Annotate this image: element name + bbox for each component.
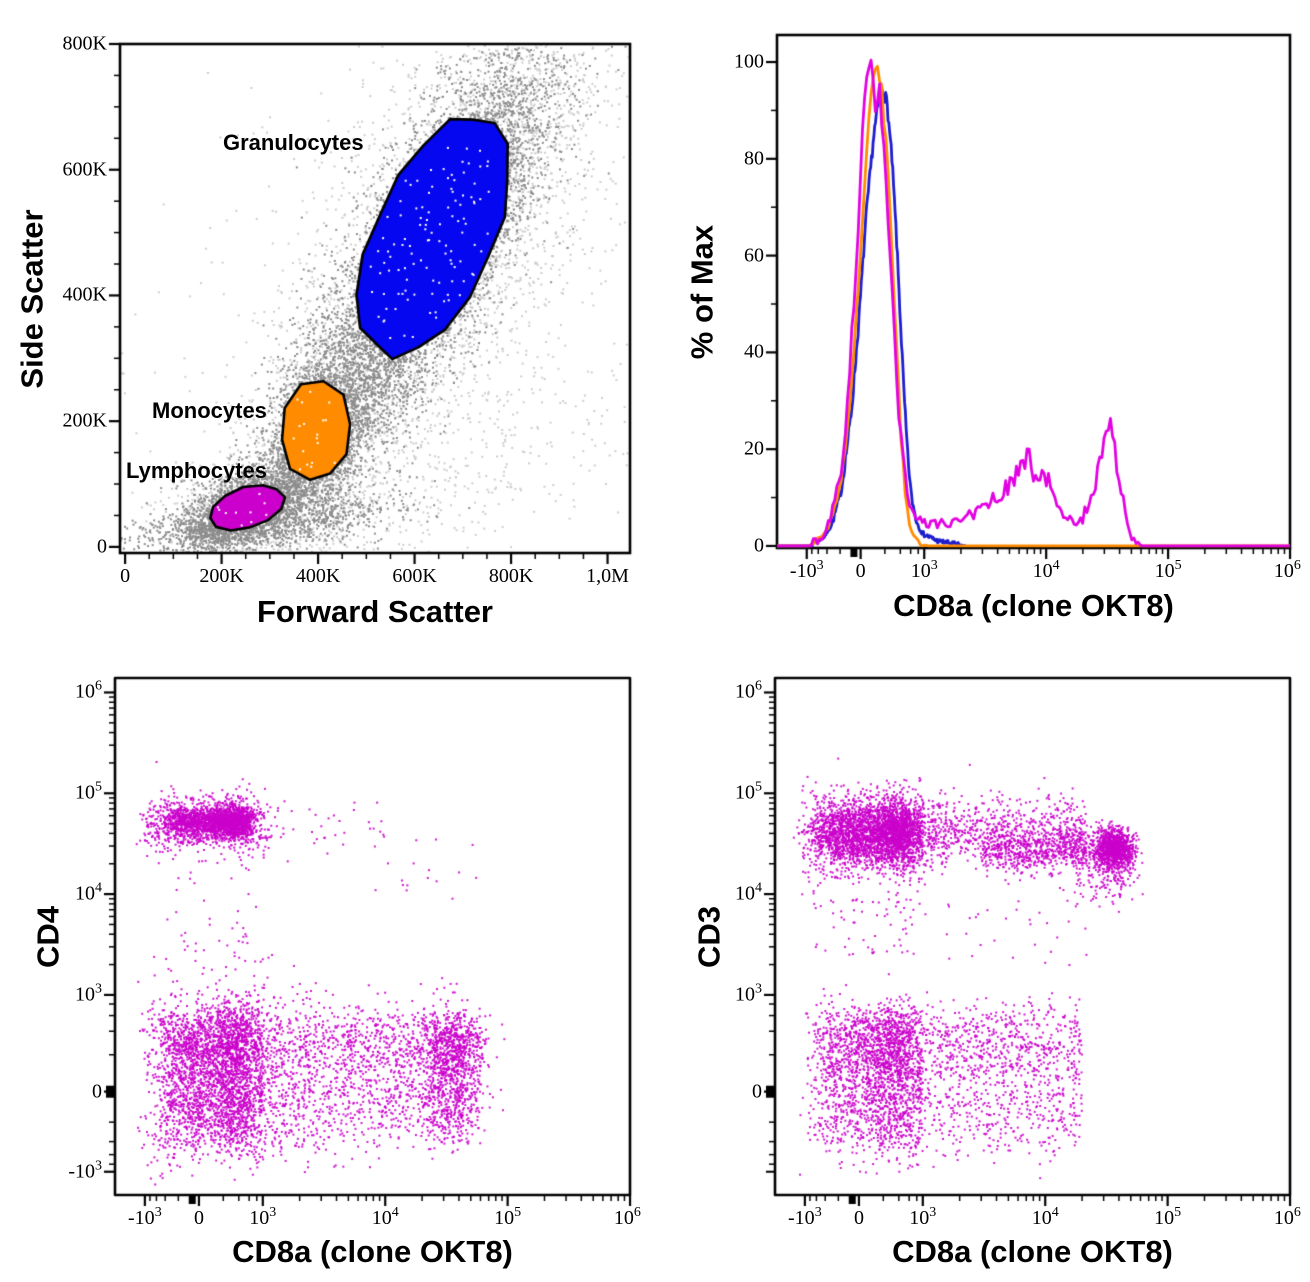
y-axis-title-cd4: CD4 (30, 906, 66, 969)
x-tick-label-cd3-vs-cd8a-0: -103 (788, 1205, 822, 1229)
y-tick-label-cd8a-histogram-2: 60 (744, 244, 764, 267)
y-tick-label-cd4-vs-cd8a-5: -103 (68, 1158, 102, 1183)
x-tick-label-fsc-ssc-4: 800K (488, 565, 534, 587)
y-tick-label-fsc-ssc-1: 600K (62, 158, 107, 181)
x-tick-label-fsc-ssc-0: 0 (120, 565, 131, 587)
x-axis-title-cd8a-cd3plot: CD8a (clone OKT8) (892, 1234, 1173, 1269)
y-tick-label-cd8a-histogram-0: 100 (734, 50, 764, 73)
gate-label-granulocytes: Granulocytes (223, 130, 364, 155)
x-tick-label-cd4-vs-cd8a-3: 104 (371, 1205, 399, 1229)
x-tick-label-cd4-vs-cd8a-4: 105 (494, 1205, 522, 1229)
gate-label-monocytes: Monocytes (152, 398, 267, 423)
x-tick-label-cd3-vs-cd8a-1: 0 (853, 1207, 864, 1229)
x-axis-title-cd8a-histogram: CD8a (clone OKT8) (893, 588, 1174, 623)
x-tick-label-cd3-vs-cd8a-2: 103 (909, 1205, 937, 1229)
y-tick-label-cd8a-histogram-5: 0 (754, 534, 764, 557)
y-tick-label-cd3-vs-cd8a-2: 104 (735, 880, 762, 905)
y-tick-label-cd3-vs-cd8a-4: 0 (752, 1080, 762, 1103)
x-tick-label-fsc-ssc-1: 200K (199, 565, 244, 587)
x-tick-label-cd8a-histogram-5: 106 (1273, 558, 1301, 582)
y-tick-label-cd3-vs-cd8a-3: 103 (735, 981, 762, 1006)
y-tick-label-cd8a-histogram-4: 20 (744, 437, 764, 460)
x-axis-title-cd8a-cd4plot: CD8a (clone OKT8) (232, 1234, 513, 1269)
x-tick-label-cd3-vs-cd8a-4: 105 (1154, 1205, 1182, 1229)
x-tick-label-fsc-ssc-2: 400K (295, 565, 341, 587)
y-tick-label-cd4-vs-cd8a-3: 103 (75, 981, 102, 1006)
y-tick-label-fsc-ssc-2: 400K (62, 283, 107, 306)
x-tick-label-cd3-vs-cd8a-5: 106 (1273, 1205, 1301, 1229)
y-tick-label-cd4-vs-cd8a-0: 106 (75, 678, 102, 703)
y-tick-label-fsc-ssc-3: 200K (62, 409, 107, 432)
x-axis-title-forward-scatter: Forward Scatter (256, 594, 493, 629)
x-tick-label-cd8a-histogram-0: -103 (789, 558, 824, 582)
gate-label-lymphocytes: Lymphocytes (126, 458, 268, 483)
x-tick-label-fsc-ssc-3: 600K (392, 565, 437, 587)
x-tick-label-fsc-ssc-5: 1,0M (586, 565, 629, 587)
x-tick-label-cd4-vs-cd8a-0: -103 (128, 1205, 162, 1229)
x-tick-label-cd8a-histogram-4: 105 (1154, 558, 1182, 582)
x-tick-label-cd8a-histogram-3: 104 (1032, 558, 1060, 582)
y-tick-label-cd4-vs-cd8a-4: 0 (92, 1080, 102, 1103)
y-tick-label-cd4-vs-cd8a-1: 105 (75, 779, 102, 804)
x-tick-label-cd8a-histogram-1: 0 (855, 560, 866, 582)
y-tick-label-cd3-vs-cd8a-0: 106 (735, 678, 762, 703)
y-tick-label-cd3-vs-cd8a-1: 105 (735, 779, 762, 804)
x-tick-label-cd3-vs-cd8a-3: 104 (1031, 1205, 1059, 1229)
x-tick-label-cd4-vs-cd8a-5: 106 (613, 1205, 641, 1229)
y-axis-title-side-scatter: Side Scatter (14, 209, 50, 389)
x-tick-label-cd4-vs-cd8a-1: 0 (193, 1207, 204, 1229)
y-tick-label-fsc-ssc-0: 800K (62, 32, 107, 55)
y-axis-title-percent-of-max: % of Max (684, 224, 720, 360)
y-tick-label-cd4-vs-cd8a-2: 104 (75, 880, 102, 905)
x-tick-label-cd8a-histogram-2: 103 (910, 558, 938, 582)
y-tick-label-cd8a-histogram-3: 40 (744, 340, 764, 363)
y-axis-title-cd3: CD3 (691, 906, 727, 969)
y-tick-label-cd8a-histogram-1: 80 (744, 147, 764, 170)
x-tick-label-cd4-vs-cd8a-2: 103 (249, 1205, 277, 1229)
y-tick-label-fsc-ssc-4: 0 (97, 535, 107, 558)
